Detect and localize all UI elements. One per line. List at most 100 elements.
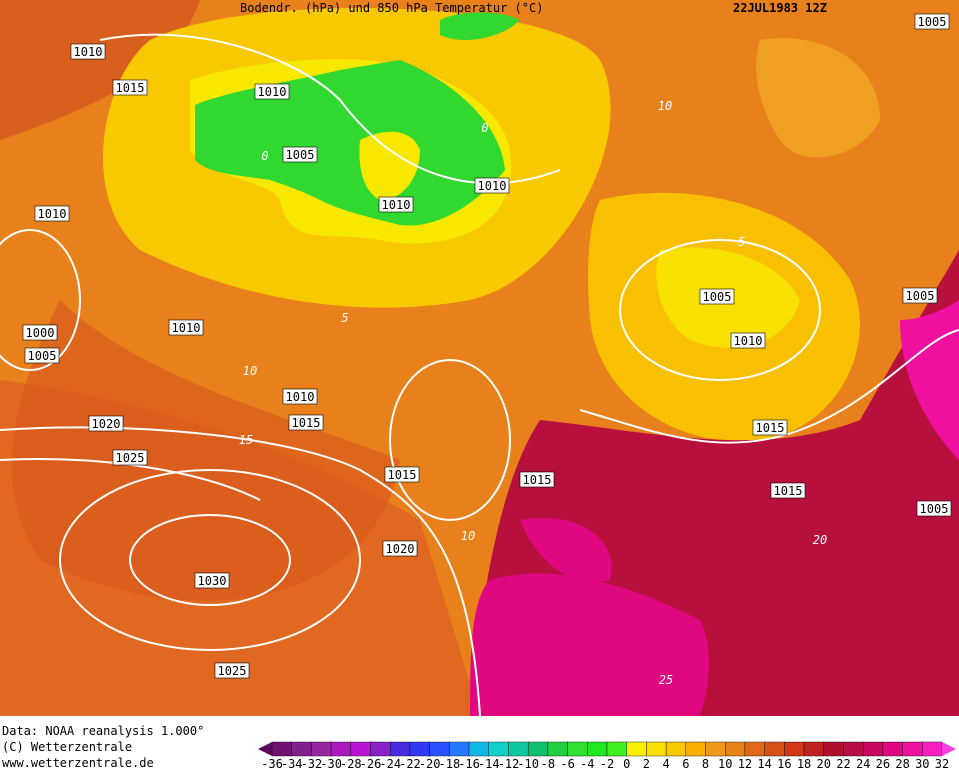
isobar-label: 1010: [734, 334, 763, 348]
isobar-label: 1015: [523, 473, 552, 487]
isobar-label-box: [752, 419, 788, 436]
colorbar-tick-label: -4: [580, 757, 594, 770]
colorbar-box: [646, 741, 667, 757]
colorbar-tick-label: -12: [498, 757, 520, 770]
colorbar-tick-label: -30: [320, 757, 342, 770]
colorbar-tick-label: -18: [439, 757, 461, 770]
isobar-label: 1015: [116, 81, 145, 95]
isobar-label-box: [902, 287, 938, 304]
colorbar-box: [449, 741, 470, 757]
colorbar-box: [488, 741, 509, 757]
isobar-label: 1010: [38, 207, 67, 221]
colorbar-tick-label: 24: [856, 757, 870, 770]
colorbar-tick-label: -22: [399, 757, 421, 770]
temperature-label: 10: [658, 99, 672, 113]
isobar-label-box: [770, 482, 806, 499]
colorbar: -36-34-32-30-28-26-24-22-20-18-16-14-12-…: [258, 741, 956, 770]
isobar-label-box: [70, 43, 106, 60]
isobar-label-box: [34, 205, 70, 222]
colorbar-tick-label: 6: [682, 757, 689, 770]
isobar-label: 1020: [92, 417, 121, 431]
isobar-label-box: [194, 572, 230, 589]
colorbar-tick-label: -10: [517, 757, 539, 770]
data-source: Data: NOAA reanalysis 1.000°: [2, 724, 204, 738]
isobar-label-box: [384, 466, 420, 483]
isobar-label: 1005: [906, 289, 935, 303]
colorbar-box: [843, 741, 864, 757]
isobar-label: 1010: [258, 85, 287, 99]
copyright: (C) Wetterzentrale: [2, 740, 132, 754]
isobars: [0, 33, 959, 717]
isobar-label-box: [112, 449, 148, 466]
colorbar-box: [606, 741, 627, 757]
colorbar-box: [823, 741, 844, 757]
colorbar-tick-label: -14: [478, 757, 500, 770]
isobar-label-box: [474, 177, 510, 194]
isobar-label-box: [382, 540, 418, 557]
colorbar-box: [271, 741, 292, 757]
colorbar-box: [665, 741, 687, 757]
colorbar-tick-label: -24: [379, 757, 401, 770]
isobar-label: 1000: [26, 326, 55, 340]
colorbar-box: [291, 741, 312, 757]
colorbar-box: [330, 741, 352, 757]
isobar-label-box: [699, 288, 735, 305]
isobar-label: 1010: [382, 198, 411, 212]
temperature-label: 10: [243, 364, 257, 378]
isobar-label-box: [254, 83, 290, 100]
colorbar-box: [862, 741, 884, 757]
colorbar-box: [547, 741, 568, 757]
colorbar-box: [784, 741, 805, 757]
isobar-label: 1010: [478, 179, 507, 193]
colorbar-tick-label: -26: [360, 757, 382, 770]
isobar-label-box: [914, 13, 950, 30]
isobar-label: 1005: [703, 290, 732, 304]
isobar-label: 1010: [286, 390, 315, 404]
colorbar-tick-label: -28: [340, 757, 362, 770]
colorbar-box: [922, 741, 943, 757]
isobar-label-box: [282, 146, 318, 163]
map-background: [0, 0, 959, 716]
colorbar-tick-label: 12: [738, 757, 752, 770]
isobar-label: 1015: [388, 468, 417, 482]
isobar-label: 1010: [172, 321, 201, 335]
colorbar-tick-label: -6: [560, 757, 574, 770]
colorbar-box: [370, 741, 391, 757]
colorbar-tick-label: 26: [876, 757, 890, 770]
temperature-label: 25: [659, 673, 673, 687]
isobar-label: 1005: [28, 349, 57, 363]
colorbar-box: [725, 741, 746, 757]
isobar-label: 1020: [386, 542, 415, 556]
colorbar-box: [744, 741, 765, 757]
temperature-label: 15: [239, 433, 253, 447]
isobar-label: 1015: [292, 416, 321, 430]
colorbar-tick-label: 0: [623, 757, 630, 770]
colorbar-right-arrow: [942, 742, 956, 756]
isobar-label-box: [112, 79, 148, 96]
colorbar-tick-label: 22: [836, 757, 850, 770]
isobar-label: 1025: [116, 451, 145, 465]
isobar-label: 1005: [920, 502, 949, 516]
temperature-label: 0: [261, 149, 268, 163]
colorbar-tick-label: 2: [643, 757, 650, 770]
colorbar-tick-label: 16: [777, 757, 791, 770]
colorbar-box: [902, 741, 923, 757]
colorbar-tick-label: 10: [718, 757, 732, 770]
colorbar-box: [390, 741, 411, 757]
colorbar-tick-label: -2: [600, 757, 614, 770]
isobar-label: 1030: [198, 574, 227, 588]
isobar-label: 1015: [756, 421, 785, 435]
isobar-label-box: [24, 347, 60, 364]
isobar-label: 1005: [286, 148, 315, 162]
colorbar-tick-label: 14: [757, 757, 771, 770]
colorbar-box: [508, 741, 529, 757]
colorbar-box: [803, 741, 824, 757]
isobar-label-box: [282, 388, 318, 405]
colorbar-tick-label: -36: [261, 757, 283, 770]
temperature-label: 5: [341, 311, 348, 325]
colorbar-tick-label: 28: [895, 757, 909, 770]
isobar-label: 1010: [74, 45, 103, 59]
colorbar-left-arrow: [258, 742, 272, 756]
colorbar-tick-label: 18: [797, 757, 811, 770]
